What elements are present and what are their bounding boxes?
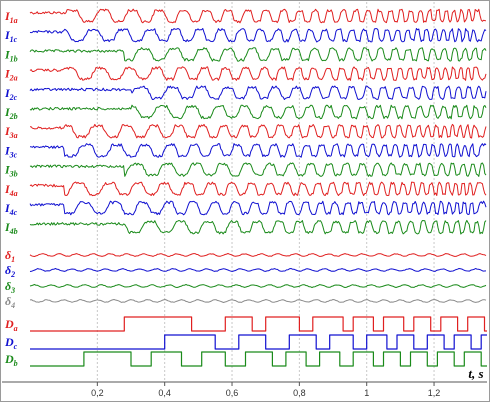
- x-axis-label: t, s: [468, 366, 483, 381]
- series-trace-I3a: [30, 123, 487, 139]
- series-label-Dc: Dc: [4, 335, 18, 351]
- series-trace-δ2: [29, 268, 487, 272]
- x-tick-label: 0,4: [158, 388, 171, 398]
- series-label-I1c: I1c: [4, 28, 18, 44]
- series-label-I2c: I2c: [4, 86, 18, 102]
- x-tick-label: 1,2: [428, 388, 441, 398]
- series-trace-I2b: [29, 104, 487, 120]
- series-label-I4c: I4c: [4, 201, 18, 217]
- series-label-δ4: δ4: [5, 294, 15, 310]
- series-label-δ3: δ3: [5, 279, 15, 295]
- series-trace-I3b: [29, 162, 487, 177]
- series-label-I4a: I4a: [4, 182, 18, 198]
- series-label-I1a: I1a: [4, 9, 18, 25]
- series-trace-I4b: [29, 219, 487, 235]
- series-trace-I1a: [29, 8, 487, 24]
- x-tick-label: 0,2: [91, 388, 104, 398]
- series-label-δ1: δ1: [5, 248, 15, 264]
- series-label-I4b: I4b: [4, 220, 18, 236]
- series-trace-I4c: [29, 200, 487, 216]
- series-label-Db: Db: [4, 352, 18, 368]
- x-tick-label: 0,6: [226, 388, 239, 398]
- series-trace-δ1: [29, 253, 487, 257]
- series-trace-Dc: [30, 334, 487, 350]
- series-trace-I1c: [29, 28, 487, 43]
- series-trace-I3c: [29, 143, 487, 158]
- series-trace-δ3: [29, 284, 487, 288]
- series-trace-Db: [30, 351, 487, 367]
- series-trace-Da: [30, 316, 487, 332]
- series-label-δ2: δ2: [5, 263, 15, 279]
- series-label-I3c: I3c: [4, 143, 18, 159]
- series-label-Da: Da: [4, 317, 18, 333]
- x-tick-label: 1: [364, 388, 369, 398]
- series-trace-I2c: [29, 85, 487, 100]
- series-trace-I1b: [29, 47, 487, 62]
- series-label-I2b: I2b: [4, 105, 18, 121]
- series-label-I1b: I1b: [4, 47, 18, 63]
- x-tick-label: 0,8: [293, 388, 306, 398]
- series-label-I3a: I3a: [4, 124, 18, 140]
- series-label-I2a: I2a: [4, 67, 18, 83]
- series-trace-I4a: [29, 181, 487, 197]
- series-trace-I2a: [29, 66, 487, 81]
- series-label-I3b: I3b: [4, 163, 18, 179]
- series-trace-δ4: [29, 299, 487, 303]
